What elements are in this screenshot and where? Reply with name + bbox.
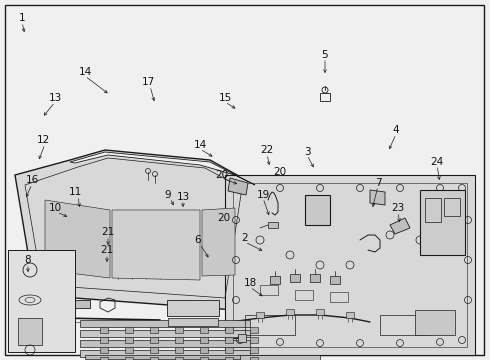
Bar	[330, 276, 340, 284]
Bar	[380, 315, 430, 335]
Bar	[100, 327, 108, 333]
Bar	[200, 347, 208, 353]
Bar	[225, 347, 233, 353]
Bar	[125, 357, 133, 360]
Text: 8: 8	[24, 255, 31, 265]
Text: 12: 12	[36, 135, 49, 145]
Bar	[250, 357, 258, 360]
Text: 2: 2	[242, 233, 248, 243]
Bar	[270, 276, 280, 284]
Bar	[68, 300, 90, 308]
Text: 3: 3	[304, 147, 310, 157]
Bar	[150, 337, 158, 343]
Polygon shape	[202, 208, 235, 276]
Bar	[225, 327, 233, 333]
Bar	[346, 312, 354, 318]
Polygon shape	[370, 190, 385, 205]
Text: 19: 19	[256, 190, 270, 200]
Text: 14: 14	[194, 140, 207, 150]
Text: 11: 11	[69, 187, 82, 197]
Text: 4: 4	[392, 125, 399, 135]
Bar	[100, 357, 108, 360]
Bar	[200, 337, 208, 343]
Bar	[330, 292, 348, 302]
Bar	[420, 190, 465, 255]
Bar	[125, 337, 133, 343]
Text: 24: 24	[430, 157, 443, 167]
Text: 20: 20	[273, 167, 287, 177]
Bar	[175, 327, 183, 333]
Bar	[256, 312, 264, 318]
Bar	[268, 222, 278, 228]
Bar	[80, 350, 250, 357]
Bar	[150, 347, 158, 353]
Bar	[238, 334, 246, 342]
Bar	[100, 337, 108, 343]
Bar	[415, 310, 455, 335]
Text: 16: 16	[25, 175, 39, 185]
Text: 18: 18	[244, 278, 257, 288]
Polygon shape	[15, 150, 255, 310]
Bar	[80, 330, 250, 337]
Bar	[80, 320, 250, 327]
Text: 1: 1	[19, 13, 25, 23]
Bar	[125, 327, 133, 333]
Text: 23: 23	[392, 203, 405, 213]
Text: 5: 5	[322, 50, 328, 60]
Bar	[175, 357, 183, 360]
Bar	[320, 93, 330, 101]
Text: 10: 10	[49, 203, 62, 213]
Text: 13: 13	[49, 93, 62, 103]
Text: 20: 20	[216, 170, 228, 180]
Bar	[200, 357, 208, 360]
Polygon shape	[70, 152, 255, 185]
Text: 14: 14	[78, 67, 92, 77]
Bar	[225, 357, 233, 360]
Text: 7: 7	[375, 178, 381, 188]
Bar	[168, 318, 218, 326]
Bar	[150, 357, 158, 360]
Text: 6: 6	[195, 235, 201, 245]
Bar	[167, 300, 219, 316]
Polygon shape	[305, 195, 330, 225]
Bar	[175, 347, 183, 353]
Text: 17: 17	[142, 77, 155, 87]
Bar	[295, 290, 313, 300]
Text: 22: 22	[260, 145, 273, 155]
Polygon shape	[45, 200, 110, 278]
Bar	[100, 347, 108, 353]
Polygon shape	[390, 218, 410, 234]
Text: 21: 21	[100, 245, 114, 255]
Polygon shape	[18, 318, 42, 345]
Bar	[200, 327, 208, 333]
Bar	[150, 327, 158, 333]
Text: 13: 13	[176, 192, 190, 202]
Bar	[175, 337, 183, 343]
Bar	[80, 340, 250, 347]
Text: 21: 21	[101, 227, 115, 237]
Bar	[444, 198, 460, 216]
Bar	[250, 327, 258, 333]
Polygon shape	[228, 178, 248, 195]
Text: 15: 15	[219, 93, 232, 103]
Bar	[286, 309, 294, 315]
Bar	[85, 355, 250, 359]
Bar	[225, 337, 233, 343]
Bar	[425, 198, 441, 222]
Text: 9: 9	[165, 190, 172, 200]
Polygon shape	[112, 210, 200, 280]
Text: 20: 20	[218, 213, 231, 223]
Bar	[250, 347, 258, 353]
Bar	[260, 285, 278, 295]
Bar	[125, 347, 133, 353]
Polygon shape	[225, 175, 475, 355]
Bar	[310, 274, 320, 282]
Bar	[240, 355, 320, 360]
Bar	[290, 274, 300, 282]
Bar	[245, 315, 295, 335]
Polygon shape	[8, 250, 75, 352]
Bar	[250, 337, 258, 343]
Bar	[316, 309, 324, 315]
